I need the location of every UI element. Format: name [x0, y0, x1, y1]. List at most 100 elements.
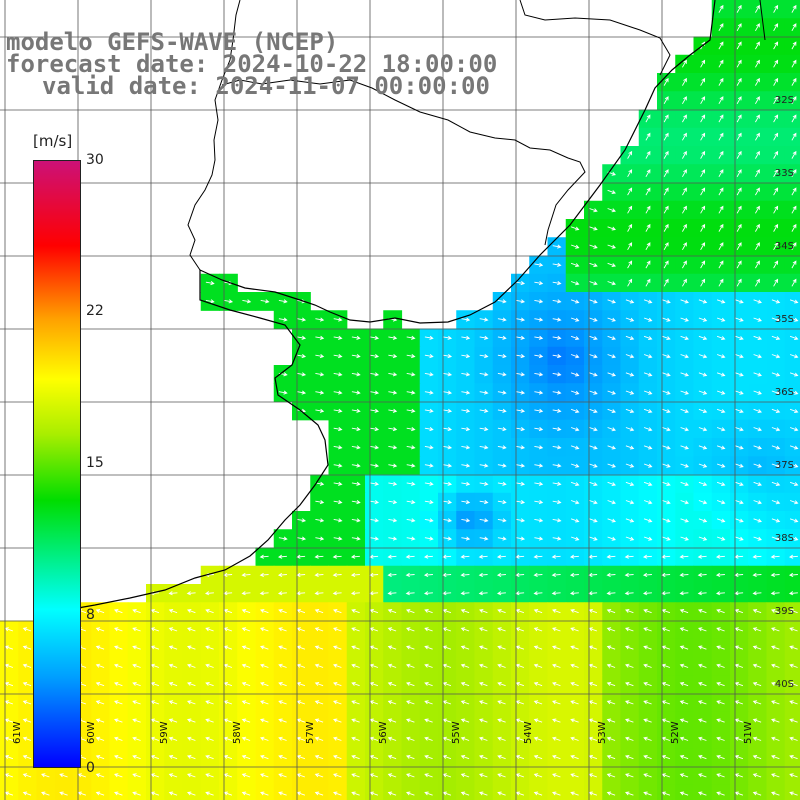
- wind-arrow: [752, 609, 762, 614]
- wind-arrow: [771, 390, 781, 395]
- wind-speed-cell: [784, 109, 800, 129]
- wind-arrow: [534, 317, 544, 322]
- wind-arrow: [588, 773, 598, 778]
- wind-arrow: [168, 736, 178, 741]
- wind-arrow: [205, 627, 214, 632]
- wind-arrow: [624, 591, 634, 596]
- wind-arrow: [770, 591, 780, 596]
- wind-arrow: [663, 278, 669, 287]
- wind-arrow: [698, 609, 707, 614]
- wind-arrow: [607, 500, 616, 505]
- wind-speed-cell: [164, 784, 184, 800]
- wind-speed-cell: [766, 784, 786, 800]
- wind-arrow: [663, 96, 669, 105]
- wind-arrow: [589, 299, 598, 304]
- wind-arrow: [516, 299, 526, 304]
- wind-speed-cell: [73, 784, 92, 800]
- wind-arrow: [424, 408, 434, 413]
- wind-arrow: [552, 536, 562, 541]
- wind-arrow: [643, 609, 652, 614]
- wind-arrow: [497, 645, 506, 650]
- wind-arrow: [278, 317, 288, 322]
- wind-arrow: [718, 150, 724, 159]
- wind-arrow: [752, 645, 762, 650]
- wind-arrow: [715, 572, 725, 578]
- wind-arrow: [773, 23, 779, 32]
- wind-speed-cell: [693, 784, 713, 800]
- wind-speed-cell: [346, 784, 366, 800]
- wind-arrow: [443, 372, 453, 377]
- wind-arrow: [497, 445, 507, 450]
- wind-speed-cell: [784, 73, 800, 92]
- wind-arrow: [278, 736, 287, 741]
- wind-arrow: [570, 390, 580, 395]
- wind-arrow: [607, 481, 616, 486]
- wind-arrow: [716, 682, 725, 687]
- wind-arrow: [716, 773, 725, 778]
- wind-arrow: [663, 77, 669, 86]
- lon-label: 54W: [523, 721, 534, 744]
- wind-arrow: [607, 262, 616, 267]
- wind-arrow: [370, 390, 380, 395]
- wind-arrow: [443, 427, 453, 432]
- wind-arrow: [406, 609, 415, 614]
- wind-arrow: [406, 645, 415, 650]
- wind-arrow: [643, 427, 653, 432]
- wind-arrow: [460, 718, 470, 723]
- wind-speed-cell: [219, 784, 238, 800]
- wind-arrow: [552, 262, 562, 267]
- wind-arrow: [533, 755, 543, 760]
- wind-arrow: [607, 518, 616, 523]
- wind-speed-cell: [602, 784, 622, 800]
- wind-arrow: [682, 205, 687, 214]
- wind-arrow: [533, 682, 543, 687]
- wind-arrow: [663, 223, 669, 232]
- wind-arrow: [406, 682, 415, 687]
- wind-speed-cell: [237, 784, 257, 800]
- wind-arrow: [716, 645, 725, 650]
- wind-arrow: [388, 354, 398, 359]
- wind-arrow: [663, 205, 669, 214]
- wind-arrow: [588, 791, 598, 796]
- wind-arrow: [187, 663, 196, 668]
- wind-arrow: [589, 427, 598, 432]
- wind-arrow: [387, 755, 397, 760]
- wind-arrow: [643, 335, 653, 340]
- wind-arrow: [570, 354, 580, 359]
- wind-arrow: [645, 260, 651, 269]
- wind-arrow: [534, 390, 544, 395]
- wind-arrow: [515, 627, 525, 632]
- wind-arrow: [771, 773, 780, 778]
- wind-speed-cell: [365, 784, 384, 800]
- wind-arrow: [114, 663, 123, 668]
- wind-arrow: [625, 481, 635, 486]
- wind-arrow: [735, 536, 744, 541]
- wind-arrow: [534, 354, 544, 359]
- wind-arrow: [789, 609, 798, 614]
- wind-arrow: [95, 791, 105, 796]
- wind-arrow: [22, 755, 32, 760]
- wind-arrow: [552, 791, 561, 796]
- wind-arrow: [515, 663, 525, 668]
- wind-arrow: [552, 518, 562, 523]
- wind-arrow: [424, 354, 434, 359]
- wind-arrow: [625, 317, 635, 322]
- wind-arrow: [570, 755, 579, 760]
- wind-arrow: [22, 682, 32, 687]
- wind-arrow: [515, 609, 525, 614]
- wind-arrow: [114, 700, 123, 705]
- wind-arrow: [461, 390, 471, 395]
- wind-arrow: [405, 591, 415, 596]
- wind-arrow: [95, 663, 105, 668]
- wind-arrow: [773, 223, 779, 232]
- wind-arrow: [716, 627, 725, 632]
- wind-arrow: [132, 700, 141, 705]
- wind-arrow: [643, 445, 653, 450]
- wind-arrow: [297, 335, 307, 340]
- wind-arrow: [479, 481, 489, 486]
- wind-arrow: [753, 445, 762, 450]
- wind-arrow: [643, 536, 653, 541]
- wind-arrow: [789, 518, 799, 523]
- wind-arrow: [734, 718, 744, 723]
